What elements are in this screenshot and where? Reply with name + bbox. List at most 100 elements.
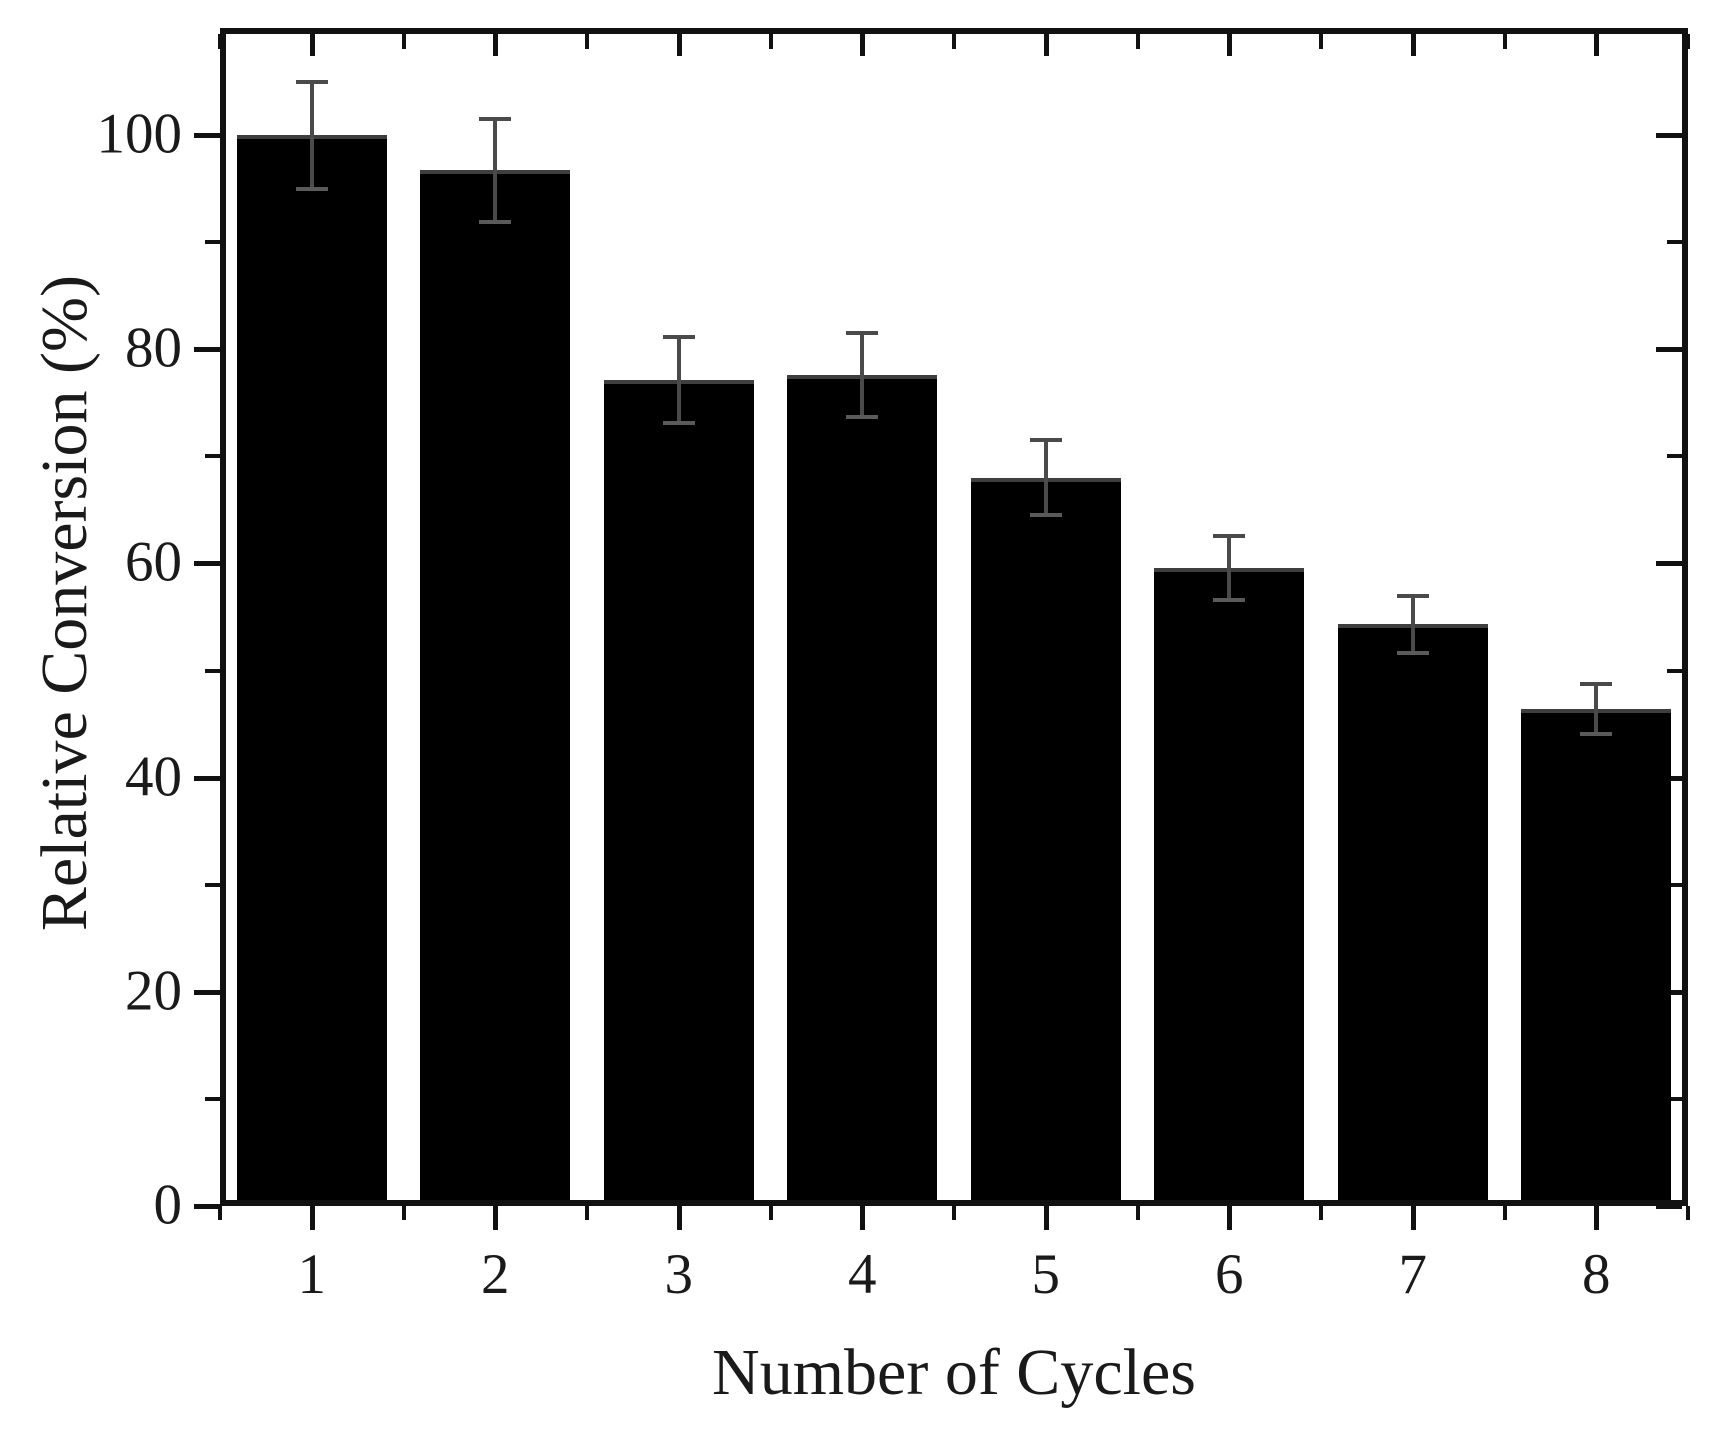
y-major-tick-left (194, 775, 220, 781)
x-minor-tick-bottom (1135, 1206, 1140, 1220)
x-major-tick-bottom (860, 1206, 866, 1230)
x-major-tick-top (309, 34, 315, 56)
error-bar-cap-top-cycle-4 (846, 331, 879, 336)
x-minor-tick-bottom (401, 1206, 406, 1220)
x-minor-tick-top (401, 34, 406, 49)
bar-cycle-8 (1521, 709, 1672, 1200)
x-tick-label: 3 (664, 1243, 694, 1306)
error-bar-cap-bottom-cycle-5 (1029, 513, 1062, 518)
x-major-tick-top (493, 34, 499, 56)
error-bar-cap-top-cycle-2 (479, 117, 512, 122)
x-minor-tick-top (1135, 34, 1140, 49)
error-bar-cap-top-cycle-7 (1396, 593, 1429, 598)
y-major-tick-left (194, 133, 220, 139)
y-minor-tick-right (1667, 668, 1682, 673)
error-bar-line-cycle-4 (860, 333, 865, 417)
y-minor-tick-left (205, 240, 220, 245)
error-bar-cap-bottom-cycle-8 (1580, 731, 1613, 736)
error-bar-cap-bottom-cycle-4 (846, 414, 879, 419)
bar-cycle-2 (420, 170, 571, 1200)
x-minor-tick-top (952, 34, 956, 49)
y-major-tick-left (194, 561, 220, 567)
error-bar-cap-bottom-cycle-1 (295, 186, 328, 191)
x-major-tick-top (1227, 34, 1233, 56)
x-major-tick-top (676, 34, 682, 56)
x-major-tick-top (1410, 34, 1416, 56)
error-bar-line-cycle-2 (493, 119, 498, 222)
x-tick-label: 5 (1031, 1243, 1061, 1306)
x-axis-title-text: Number of Cycles (712, 1336, 1196, 1409)
error-bar-cap-top-cycle-8 (1580, 682, 1613, 687)
x-minor-tick-top (1502, 34, 1507, 49)
x-minor-tick-bottom (1502, 1206, 1507, 1220)
x-minor-tick-bottom (952, 1206, 956, 1220)
x-minor-tick-bottom (1686, 1206, 1690, 1220)
x-tick-label: 4 (848, 1243, 877, 1306)
x-minor-tick-bottom (585, 1206, 589, 1220)
x-major-tick-bottom (493, 1206, 499, 1230)
error-bar-cap-top-cycle-3 (662, 335, 695, 340)
y-tick-label: 40 (125, 744, 182, 808)
x-minor-tick-top (768, 34, 773, 49)
x-tick-label: 8 (1582, 1243, 1611, 1306)
plot-area (220, 28, 1688, 1206)
y-axis-title: Relative Conversion (%) (10, 0, 120, 1206)
bar-cycle-4 (787, 374, 938, 1200)
y-axis-title-text: Relative Conversion (%) (28, 274, 101, 932)
x-major-tick-bottom (676, 1206, 682, 1230)
error-bar-cap-top-cycle-5 (1029, 438, 1062, 443)
y-major-tick-right (1656, 347, 1682, 353)
x-major-tick-bottom (1594, 1206, 1600, 1230)
error-bar-cap-top-cycle-1 (295, 79, 328, 84)
x-minor-tick-bottom (218, 1206, 222, 1220)
error-bar-line-cycle-8 (1594, 684, 1599, 734)
y-minor-tick-right (1667, 1096, 1682, 1101)
y-minor-tick-right (1667, 882, 1682, 887)
x-minor-tick-top (1319, 34, 1323, 49)
y-minor-tick-right (1667, 454, 1682, 459)
y-minor-tick-left (205, 1096, 220, 1101)
y-minor-tick-left (205, 454, 220, 459)
x-axis-title: Number of Cycles (220, 1335, 1688, 1411)
x-tick-label: 7 (1398, 1243, 1428, 1306)
x-major-tick-bottom (1410, 1206, 1416, 1230)
bar-cycle-6 (1154, 567, 1305, 1200)
x-tick-label: 2 (481, 1243, 510, 1306)
error-bar-line-cycle-7 (1410, 595, 1415, 654)
x-major-tick-top (860, 34, 866, 56)
y-major-tick-left (194, 989, 220, 995)
y-minor-tick-left (205, 668, 220, 673)
y-tick-label: 0 (153, 1173, 183, 1237)
bar-cycle-7 (1337, 624, 1488, 1200)
y-tick-label: 100 (96, 102, 183, 166)
error-bar-line-cycle-1 (309, 81, 314, 189)
y-tick-label: 80 (125, 316, 182, 380)
y-minor-tick-right (1667, 240, 1682, 245)
x-minor-tick-top (218, 34, 222, 49)
error-bar-line-cycle-3 (676, 337, 681, 424)
x-minor-tick-bottom (768, 1206, 773, 1220)
x-minor-tick-top (1686, 34, 1690, 49)
error-bar-line-cycle-5 (1043, 440, 1048, 516)
error-bar-cap-bottom-cycle-6 (1213, 597, 1246, 602)
x-major-tick-top (1594, 34, 1600, 56)
y-major-tick-right (1656, 133, 1682, 139)
y-tick-label: 20 (125, 959, 182, 1023)
x-minor-tick-top (585, 34, 589, 49)
y-major-tick-left (194, 1204, 220, 1209)
error-bar-cap-bottom-cycle-2 (479, 219, 512, 224)
x-tick-label: 1 (297, 1243, 327, 1306)
x-tick-label: 6 (1215, 1243, 1244, 1306)
y-major-tick-right (1656, 561, 1682, 567)
bar-cycle-3 (603, 380, 754, 1200)
x-major-tick-bottom (1227, 1206, 1233, 1230)
y-tick-label: 60 (125, 530, 182, 594)
bar-cycle-5 (970, 477, 1121, 1200)
x-major-tick-top (1043, 34, 1049, 56)
error-bar-cap-top-cycle-6 (1213, 533, 1246, 538)
x-major-tick-bottom (1043, 1206, 1049, 1230)
error-bar-cap-bottom-cycle-3 (662, 421, 695, 426)
y-minor-tick-left (205, 882, 220, 887)
bar-cycle-1 (236, 135, 387, 1200)
